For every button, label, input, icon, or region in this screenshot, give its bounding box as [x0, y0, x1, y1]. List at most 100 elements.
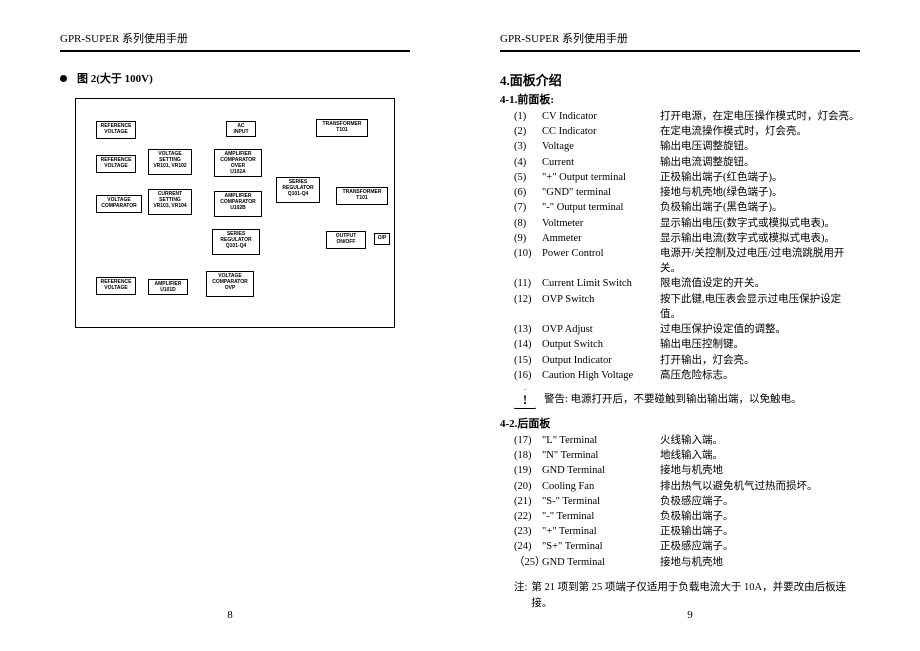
rear-panel-item: (22)"-" Terminal负极输出端子。 — [514, 509, 860, 524]
item-name: "L" Terminal — [542, 433, 660, 448]
item-desc: 接地与机壳地 — [660, 555, 860, 570]
block-diagram: REFERENCE VOLTAGE AC INPUT TRANSFORMER T10… — [75, 98, 395, 328]
rear-panel-item: (18)"N" Terminal地线输入端。 — [514, 448, 860, 463]
item-name: Current — [542, 155, 660, 170]
diagram-node: SERIES REGULATOR Q101-Q4 — [212, 229, 260, 255]
page-left: GPR-SUPER 系列使用手册 图 2(大于 100V) REFERENCE … — [0, 0, 460, 651]
warning-text: 警告: 电源打开后，不要碰触到输出输出端，以免触电。 — [544, 391, 802, 406]
item-number: (1) — [514, 109, 542, 124]
item-number: （25） — [514, 555, 542, 570]
diagram-node: AC INPUT — [226, 121, 256, 137]
item-number: (16) — [514, 368, 542, 383]
rear-panel-item: (23)"+" Terminal正极输出端子。 — [514, 524, 860, 539]
diagram-node: AMPLIFIER COMPARATOR U102B — [214, 191, 262, 217]
item-name: "S+" Terminal — [542, 539, 660, 554]
diagram-node: VOLTAGE COMPARATOR — [96, 195, 142, 213]
item-name: "+" Terminal — [542, 524, 660, 539]
diagram-node: AMPLIFIER COMPARATOR OVER U102A — [214, 149, 262, 177]
item-number: (23) — [514, 524, 542, 539]
diagram-node: REFERENCE VOLTAGE — [96, 121, 136, 139]
item-name: Voltage — [542, 139, 660, 154]
item-desc: 限电流值设定的开关。 — [660, 276, 860, 291]
item-desc: 地线输入端。 — [660, 448, 860, 463]
section-4-1-heading: 4-1.前面板: — [500, 91, 860, 107]
front-panel-item: (13)OVP Adjust过电压保护设定值的调整。 — [514, 322, 860, 337]
note-row: 注: 第 21 项到第 25 项端子仅适用于负载电流大于 10A，并要改由后板连… — [514, 580, 860, 612]
front-panel-item: (15)Output Indicator打开输出，灯会亮。 — [514, 353, 860, 368]
rear-panel-item: （25）GND Terminal接地与机壳地 — [514, 555, 860, 570]
item-name: OVP Switch — [542, 292, 660, 322]
item-desc: 正极输出端子(红色端子)。 — [660, 170, 860, 185]
item-number: (8) — [514, 216, 542, 231]
diagram-node: VOLTAGE COMPARATOR OVP — [206, 271, 254, 297]
item-name: "S-" Terminal — [542, 494, 660, 509]
item-number: (6) — [514, 185, 542, 200]
item-name: CV Indicator — [542, 109, 660, 124]
note-text: 第 21 项到第 25 项端子仅适用于负载电流大于 10A，并要改由后板连接。 — [531, 580, 860, 612]
rear-panel-item: (21)"S-" Terminal负极感应端子。 — [514, 494, 860, 509]
item-desc: 电源开/关控制及过电压/过电流跳脱用开关。 — [660, 246, 860, 276]
item-name: Current Limit Switch — [542, 276, 660, 291]
figure-caption-row: 图 2(大于 100V) — [60, 70, 410, 86]
item-name: Voltmeter — [542, 216, 660, 231]
item-name: Caution High Voltage — [542, 368, 660, 383]
bullet-icon — [60, 75, 67, 82]
front-panel-item: (4)Current输出电流调整旋钮。 — [514, 155, 860, 170]
item-number: (19) — [514, 463, 542, 478]
diagram-node: O/P — [374, 233, 390, 245]
item-name: Output Switch — [542, 337, 660, 352]
warning-row: ! 警告: 电源打开后，不要碰触到输出输出端，以免触电。 — [514, 389, 860, 409]
rear-panel-item: (20)Cooling Fan排出热气以避免机气过热而损坏。 — [514, 479, 860, 494]
item-number: (12) — [514, 292, 542, 322]
rear-panel-item: (24)"S+" Terminal正极感应端子。 — [514, 539, 860, 554]
item-desc: 显示输出电流(数字式或模拟式电表)。 — [660, 231, 860, 246]
rear-panel-item: (19)GND Terminal接地与机壳地 — [514, 463, 860, 478]
item-number: (10) — [514, 246, 542, 276]
front-panel-list: (1)CV Indicator打开电源，在定电压操作模式时，灯会亮。(2)CC … — [514, 109, 860, 383]
item-number: (2) — [514, 124, 542, 139]
item-desc: 负极感应端子。 — [660, 494, 860, 509]
item-desc: 负极输出端子。 — [660, 509, 860, 524]
figure-caption: 图 2(大于 100V) — [77, 70, 153, 86]
item-desc: 负极输出端子(黑色端子)。 — [660, 200, 860, 215]
item-name: GND Terminal — [542, 463, 660, 478]
item-desc: 在定电流操作模式时，灯会亮。 — [660, 124, 860, 139]
item-desc: 过电压保护设定值的调整。 — [660, 322, 860, 337]
item-name: Power Control — [542, 246, 660, 276]
front-panel-item: (10)Power Control电源开/关控制及过电压/过电流跳脱用开关。 — [514, 246, 860, 276]
item-name: "N" Terminal — [542, 448, 660, 463]
diagram-node: TRANSFORMER T101 — [316, 119, 368, 137]
header-right: GPR-SUPER 系列使用手册 — [500, 30, 860, 46]
item-name: "GND" terminal — [542, 185, 660, 200]
front-panel-item: (16)Caution High Voltage高压危险标志。 — [514, 368, 860, 383]
item-number: (9) — [514, 231, 542, 246]
item-desc: 正极输出端子。 — [660, 524, 860, 539]
front-panel-item: (1)CV Indicator打开电源，在定电压操作模式时，灯会亮。 — [514, 109, 860, 124]
item-number: (7) — [514, 200, 542, 215]
front-panel-item: (14)Output Switch输出电压控制键。 — [514, 337, 860, 352]
front-panel-item: (7)"-" Output terminal负极输出端子(黑色端子)。 — [514, 200, 860, 215]
item-number: (15) — [514, 353, 542, 368]
item-desc: 输出电压调整旋钮。 — [660, 139, 860, 154]
page-number-right: 9 — [460, 609, 920, 621]
page-right: GPR-SUPER 系列使用手册 4.面板介绍 4-1.前面板: (1)CV I… — [460, 0, 920, 651]
item-desc: 打开输出，灯会亮。 — [660, 353, 860, 368]
item-desc: 输出电流调整旋钮。 — [660, 155, 860, 170]
item-desc: 输出电压控制键。 — [660, 337, 860, 352]
item-number: (24) — [514, 539, 542, 554]
item-name: GND Terminal — [542, 555, 660, 570]
front-panel-item: (2)CC Indicator在定电流操作模式时，灯会亮。 — [514, 124, 860, 139]
warning-triangle-icon: ! — [514, 389, 536, 409]
diagram-node: REFERENCE VOLTAGE — [96, 155, 136, 173]
item-desc: 排出热气以避免机气过热而损坏。 — [660, 479, 860, 494]
item-name: "-" Output terminal — [542, 200, 660, 215]
front-panel-item: (11)Current Limit Switch限电流值设定的开关。 — [514, 276, 860, 291]
front-panel-item: (3)Voltage输出电压调整旋钮。 — [514, 139, 860, 154]
item-number: (22) — [514, 509, 542, 524]
header-left: GPR-SUPER 系列使用手册 — [60, 30, 410, 46]
item-number: (3) — [514, 139, 542, 154]
item-desc: 接地与机壳地(绿色端子)。 — [660, 185, 860, 200]
note-label: 注: — [514, 580, 527, 612]
item-name: "+" Output terminal — [542, 170, 660, 185]
item-name: Cooling Fan — [542, 479, 660, 494]
